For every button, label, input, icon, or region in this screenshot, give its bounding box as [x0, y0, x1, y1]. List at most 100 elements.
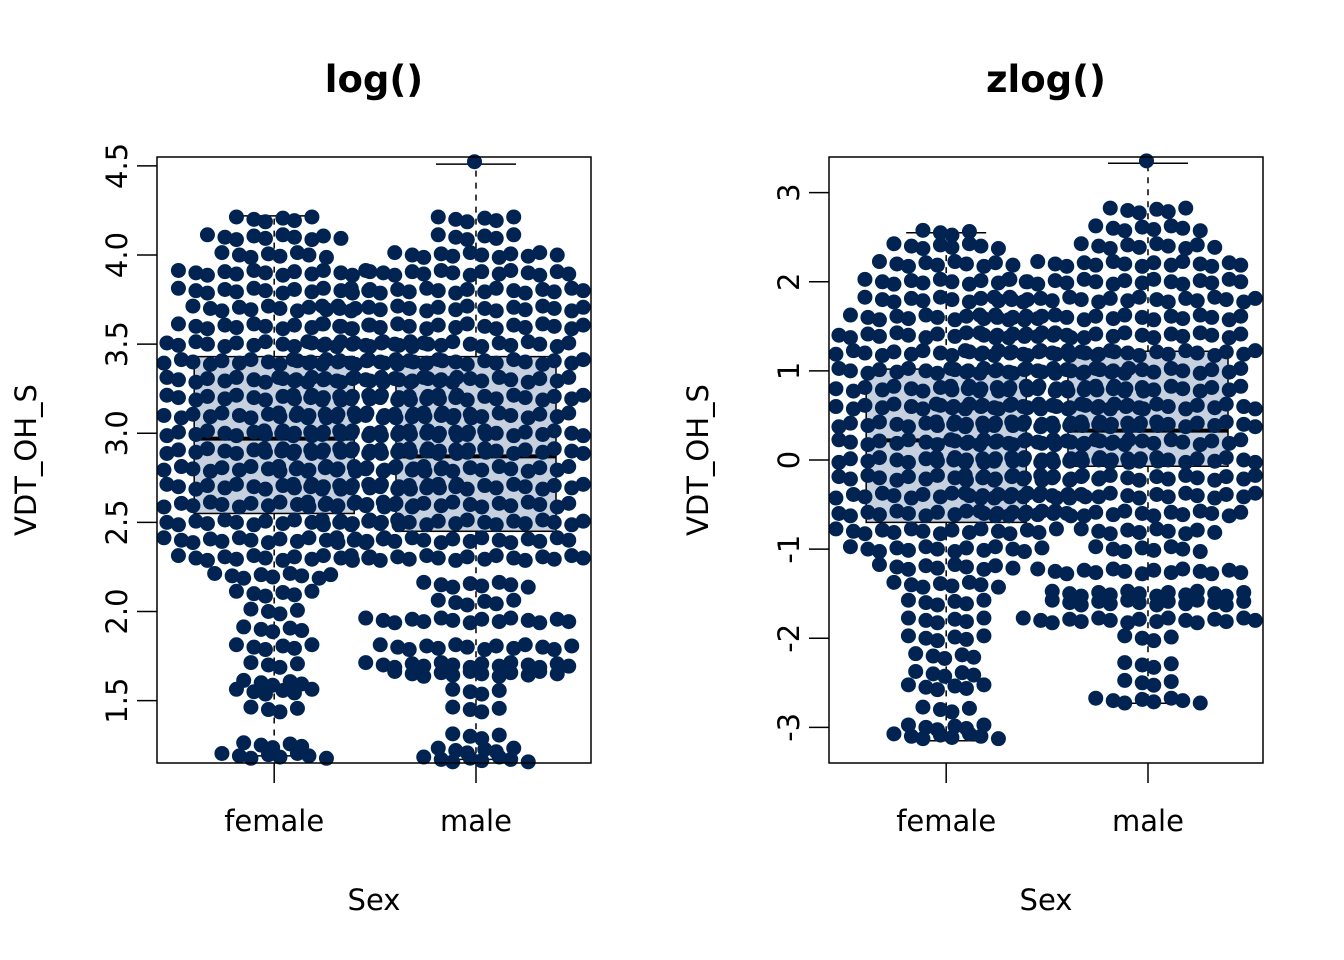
data-point	[246, 262, 262, 278]
data-point	[1062, 400, 1078, 416]
data-point	[1073, 469, 1089, 485]
data-point	[301, 530, 317, 546]
data-point	[932, 271, 948, 287]
data-point	[372, 354, 388, 370]
data-point	[503, 262, 519, 278]
data-point	[1160, 610, 1176, 626]
data-point	[1059, 380, 1075, 396]
data-point	[1207, 490, 1223, 506]
data-point	[1102, 467, 1118, 483]
data-point	[1131, 239, 1147, 255]
data-point	[517, 479, 533, 495]
data-point	[445, 657, 461, 673]
data-point	[159, 369, 175, 385]
data-point	[903, 728, 919, 744]
data-point	[1105, 276, 1121, 292]
data-point	[1044, 415, 1060, 431]
data-point	[282, 620, 298, 636]
data-point	[975, 345, 991, 361]
data-point	[300, 494, 316, 510]
data-point	[1134, 691, 1150, 707]
data-point	[491, 574, 507, 590]
data-point	[387, 460, 403, 476]
data-point	[401, 388, 417, 404]
data-point	[448, 424, 464, 440]
data-point	[275, 321, 291, 337]
data-point	[188, 265, 204, 281]
data-point	[1091, 523, 1107, 539]
data-point	[871, 312, 887, 328]
data-point	[915, 731, 931, 747]
data-point	[1018, 432, 1034, 448]
data-point	[1076, 382, 1092, 398]
data-point	[317, 336, 333, 352]
data-point	[1149, 292, 1165, 308]
data-point	[1044, 488, 1060, 504]
data-point	[900, 360, 916, 376]
data-point	[532, 267, 548, 283]
data-point	[390, 316, 406, 332]
data-point	[1146, 382, 1162, 398]
data-point	[966, 667, 982, 683]
data-point	[1076, 330, 1092, 346]
data-point	[246, 228, 262, 244]
x-tick-label: male	[440, 804, 512, 838]
data-point	[535, 481, 551, 497]
data-point	[1015, 452, 1031, 468]
data-point	[842, 508, 858, 524]
data-point	[289, 303, 305, 319]
data-point	[1134, 505, 1150, 521]
data-point	[1218, 486, 1234, 502]
data-point	[973, 273, 989, 289]
data-point	[1088, 360, 1104, 376]
data-point	[1117, 563, 1133, 579]
data-point	[246, 479, 262, 495]
data-point	[459, 356, 475, 372]
data-point	[462, 659, 478, 675]
data-point	[874, 400, 890, 416]
data-point	[188, 392, 204, 408]
data-point	[961, 294, 977, 310]
data-point	[1117, 695, 1133, 711]
data-point	[1178, 241, 1194, 257]
data-point	[170, 262, 186, 278]
data-point	[944, 522, 960, 538]
data-point	[986, 289, 1002, 305]
data-point	[929, 682, 945, 698]
data-point	[1221, 382, 1237, 398]
data-point	[503, 577, 519, 593]
data-point	[900, 592, 916, 608]
data-point	[243, 495, 259, 511]
data-point	[343, 321, 359, 337]
data-point	[976, 592, 992, 608]
data-point	[1236, 584, 1252, 600]
data-point	[491, 683, 507, 699]
data-point	[546, 551, 562, 567]
data-point	[1120, 583, 1136, 599]
data-point	[260, 604, 276, 619]
data-point	[1015, 399, 1031, 415]
data-point	[173, 495, 189, 511]
data-point	[503, 372, 519, 388]
data-point	[286, 339, 302, 355]
data-point	[932, 489, 948, 505]
data-point	[286, 264, 302, 280]
data-point	[903, 521, 919, 537]
data-point	[459, 597, 475, 613]
data-point	[929, 309, 945, 325]
data-point	[918, 595, 934, 611]
data-point	[170, 517, 186, 533]
data-point	[1062, 472, 1078, 488]
data-point	[1076, 562, 1092, 578]
data-point	[900, 542, 916, 558]
data-point	[520, 754, 536, 770]
data-point	[915, 523, 931, 539]
data-point	[503, 337, 519, 353]
data-point	[372, 637, 388, 653]
data-point	[961, 224, 977, 240]
data-point	[918, 434, 934, 450]
data-point	[236, 619, 252, 635]
data-point	[918, 471, 934, 487]
data-point	[173, 352, 189, 368]
y-tick-label: 3.0	[100, 410, 134, 456]
